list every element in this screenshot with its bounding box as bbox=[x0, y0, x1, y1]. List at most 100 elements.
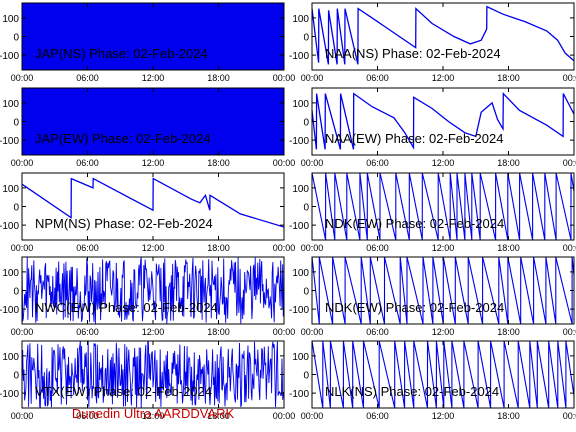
y-tick-label: -100 bbox=[289, 221, 309, 232]
x-tick-label: 00:00 bbox=[563, 158, 576, 168]
phase-trace bbox=[312, 92, 574, 150]
x-tick-label: 00:00 bbox=[563, 243, 576, 253]
x-tick-label: 18:00 bbox=[497, 158, 520, 168]
panel-title: NPM(NS) Phase: 02-Feb-2024 bbox=[35, 216, 213, 231]
x-tick-label: 06:00 bbox=[76, 411, 99, 421]
x-tick-label: 06:00 bbox=[76, 158, 99, 168]
x-tick-label: 06:00 bbox=[366, 411, 389, 421]
phase-trace bbox=[22, 257, 284, 324]
x-tick-label: 18:00 bbox=[497, 73, 520, 83]
phase-panel-vtx-ew: 100 0 -100 00:00 06:00 12:00 18:00 00:00 VTX(EW)… bbox=[0, 340, 296, 421]
y-tick-label: 0 bbox=[303, 203, 309, 214]
x-tick-label: 18:00 bbox=[207, 411, 230, 421]
y-tick-label: 0 bbox=[13, 287, 19, 298]
panel-title: NLK(NS) Phase: 02-Feb-2024 bbox=[325, 384, 499, 399]
y-tick-label: -100 bbox=[0, 136, 19, 147]
y-tick-label: 0 bbox=[13, 33, 19, 44]
x-tick-label: 06:00 bbox=[76, 73, 99, 83]
x-tick-label: 06:00 bbox=[76, 243, 99, 253]
phase-panel-ndk-ew: 100 0 -100 00:00 06:00 12:00 18:00 00:00 NDK(EW)… bbox=[289, 256, 576, 337]
y-tick-label: 100 bbox=[292, 184, 309, 195]
x-tick-label: 00:00 bbox=[301, 411, 324, 421]
panel-title: NDK(EW) Phase: 02-Feb-2024 bbox=[325, 216, 504, 231]
panel-title: JAP(NS) Phase: 02-Feb-2024 bbox=[35, 46, 208, 61]
y-tick-label: 100 bbox=[2, 99, 19, 110]
x-tick-label: 12:00 bbox=[432, 243, 455, 253]
y-tick-label: 0 bbox=[13, 203, 19, 214]
x-tick-label: 12:00 bbox=[142, 243, 165, 253]
x-tick-label: 06:00 bbox=[366, 158, 389, 168]
y-tick-label: 0 bbox=[303, 371, 309, 382]
phase-panel-nwc-ew: 100 0 -100 00:00 06:00 12:00 18:00 00:00 NWC(EW)… bbox=[0, 256, 296, 337]
y-tick-label: -100 bbox=[289, 136, 309, 147]
x-tick-label: 12:00 bbox=[432, 411, 455, 421]
x-tick-label: 06:00 bbox=[76, 327, 99, 337]
y-tick-label: 100 bbox=[2, 184, 19, 195]
phase-panel-jap-ns: 100 0 -100 00:00 06:00 12:00 18:00 00:00 JAP(NS)… bbox=[0, 2, 295, 83]
y-tick-label: -100 bbox=[0, 221, 19, 232]
panel-title: NAA(NS) Phase: 02-Feb-2024 bbox=[325, 46, 501, 61]
x-tick-label: 12:00 bbox=[142, 327, 165, 337]
panel-title: NAA(EW) Phase: 02-Feb-2024 bbox=[325, 131, 503, 146]
x-tick-label: 12:00 bbox=[142, 73, 165, 83]
x-tick-label: 00:00 bbox=[273, 158, 296, 168]
x-tick-label: 06:00 bbox=[366, 73, 389, 83]
y-tick-label: 100 bbox=[2, 268, 19, 279]
y-tick-label: -100 bbox=[0, 51, 19, 62]
phase-panel-naa-ew: 100 0 -100 00:00 06:00 12:00 18:00 00:00 NAA(EW)… bbox=[289, 87, 576, 168]
y-tick-label: 100 bbox=[2, 352, 19, 363]
y-tick-label: -100 bbox=[289, 305, 309, 316]
x-tick-label: 00:00 bbox=[11, 411, 34, 421]
x-tick-label: 00:00 bbox=[301, 73, 324, 83]
panel-title: JAP(EW) Phase: 02-Feb-2024 bbox=[35, 131, 211, 146]
x-tick-label: 00:00 bbox=[11, 327, 34, 337]
x-tick-label: 12:00 bbox=[432, 158, 455, 168]
x-tick-label: 18:00 bbox=[207, 327, 230, 337]
credit-label: Dunedin Ultra AARDDVARK bbox=[72, 406, 235, 421]
x-tick-label: 18:00 bbox=[207, 73, 230, 83]
x-tick-label: 06:00 bbox=[366, 243, 389, 253]
x-tick-label: 00:00 bbox=[563, 327, 576, 337]
y-tick-label: -100 bbox=[0, 389, 19, 400]
x-tick-label: 00:00 bbox=[301, 327, 324, 337]
y-tick-label: -100 bbox=[289, 389, 309, 400]
phase-trace-fill bbox=[22, 3, 284, 70]
y-tick-label: 0 bbox=[303, 287, 309, 298]
y-tick-label: 0 bbox=[303, 118, 309, 129]
x-tick-label: 00:00 bbox=[273, 411, 296, 421]
phase-panel-ndk-ew: 100 0 -100 00:00 06:00 12:00 18:00 00:00 NDK(EW)… bbox=[289, 172, 576, 253]
phase-trace bbox=[312, 257, 574, 324]
x-tick-label: 18:00 bbox=[497, 327, 520, 337]
x-tick-label: 00:00 bbox=[273, 327, 296, 337]
phase-trace-fill bbox=[22, 88, 284, 155]
x-tick-label: 00:00 bbox=[11, 158, 34, 168]
x-tick-label: 12:00 bbox=[142, 411, 165, 421]
phase-panel-nlk-ns: 100 0 -100 00:00 06:00 12:00 18:00 00:00 NLK(NS)… bbox=[289, 340, 576, 421]
x-tick-label: 18:00 bbox=[207, 243, 230, 253]
x-tick-label: 18:00 bbox=[207, 158, 230, 168]
x-tick-label: 00:00 bbox=[563, 73, 576, 83]
y-tick-label: -100 bbox=[0, 305, 19, 316]
x-tick-label: 06:00 bbox=[366, 327, 389, 337]
panel-title: VTX(EW) Phase: 02-Feb-2024 bbox=[35, 384, 212, 399]
phase-trace bbox=[312, 341, 574, 408]
y-tick-label: -100 bbox=[289, 51, 309, 62]
x-tick-label: 18:00 bbox=[497, 243, 520, 253]
y-tick-label: 0 bbox=[303, 33, 309, 44]
phase-trace bbox=[22, 88, 284, 155]
phase-panel-npm-ns: 100 0 -100 00:00 06:00 12:00 18:00 00:00 NPM(NS)… bbox=[0, 172, 296, 253]
phase-trace bbox=[22, 341, 284, 408]
y-tick-label: 100 bbox=[292, 268, 309, 279]
y-tick-label: 100 bbox=[2, 14, 19, 25]
panel-title: NDK(EW) Phase: 02-Feb-2024 bbox=[325, 300, 504, 315]
y-tick-label: 0 bbox=[13, 371, 19, 382]
x-tick-label: 00:00 bbox=[11, 73, 34, 83]
phase-trace bbox=[312, 173, 574, 240]
phase-trace bbox=[22, 3, 284, 70]
x-tick-label: 00:00 bbox=[301, 243, 324, 253]
x-tick-label: 00:00 bbox=[273, 243, 296, 253]
x-tick-label: 12:00 bbox=[432, 73, 455, 83]
x-tick-label: 00:00 bbox=[563, 411, 576, 421]
y-tick-label: 100 bbox=[292, 352, 309, 363]
